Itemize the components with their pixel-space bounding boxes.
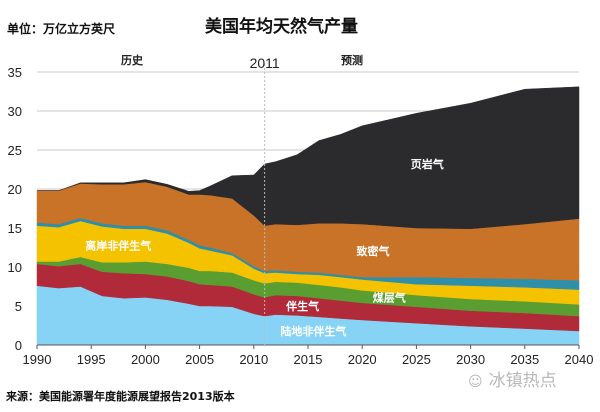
series-label-页岩气: 页岩气 — [411, 157, 444, 171]
y-tick-label: 30 — [8, 104, 22, 119]
x-tick-label: 1995 — [77, 352, 106, 367]
y-tick-label: 35 — [8, 65, 22, 80]
y-tick-label: 25 — [8, 143, 22, 158]
annotation-历史: 历史 — [121, 53, 144, 67]
x-tick-label: 2015 — [294, 352, 323, 367]
annotation-2011: 2011 — [250, 55, 280, 71]
y-tick-label: 20 — [8, 182, 22, 197]
series-label-陆地非伴生气: 陆地非伴生气 — [280, 324, 346, 338]
series-label-离岸非伴生气: 离岸非伴生气 — [85, 238, 151, 252]
series-labels: 陆地非伴生气 伴生气 煤层气 离岸非伴生气 致密气 页岩气 — [85, 157, 443, 338]
unit-label: 单位：万亿立方英尺 — [7, 22, 116, 36]
wechat-icon: ☺ — [468, 374, 483, 390]
series-label-致密气: 致密气 — [357, 244, 390, 258]
source-note: 来源：美国能源署年度能源展望报告2013版本 — [6, 390, 235, 403]
watermark-text: 冰镇热点 — [488, 371, 557, 391]
annotations: 历史 2011 预测 — [121, 53, 363, 345]
x-tick-label: 2035 — [510, 352, 539, 367]
chart-title: 美国年均天然气产量 — [205, 17, 358, 37]
x-tick-label: 2010 — [239, 352, 268, 367]
y-tick-label: 5 — [15, 299, 22, 314]
area-页岩气 — [37, 86, 580, 230]
x-tick-label: 2030 — [456, 352, 485, 367]
x-tick-label: 2040 — [565, 352, 594, 367]
annotation-预测: 预测 — [341, 53, 363, 67]
stacked-areas — [36, 86, 580, 346]
y-tick-label: 0 — [15, 338, 22, 353]
y-tick-label: 10 — [8, 260, 22, 275]
x-tick-label: 2025 — [402, 352, 431, 367]
series-label-煤层气: 煤层气 — [373, 291, 406, 305]
series-label-伴生气: 伴生气 — [285, 299, 319, 313]
x-tick-label: 2020 — [348, 352, 377, 367]
x-tick-label: 2005 — [185, 352, 214, 367]
x-tick-label: 1990 — [23, 352, 52, 367]
x-tick-label: 2000 — [131, 352, 160, 367]
watermark: ☺ 冰镇热点 — [468, 366, 557, 391]
y-tick-label: 15 — [8, 221, 22, 236]
